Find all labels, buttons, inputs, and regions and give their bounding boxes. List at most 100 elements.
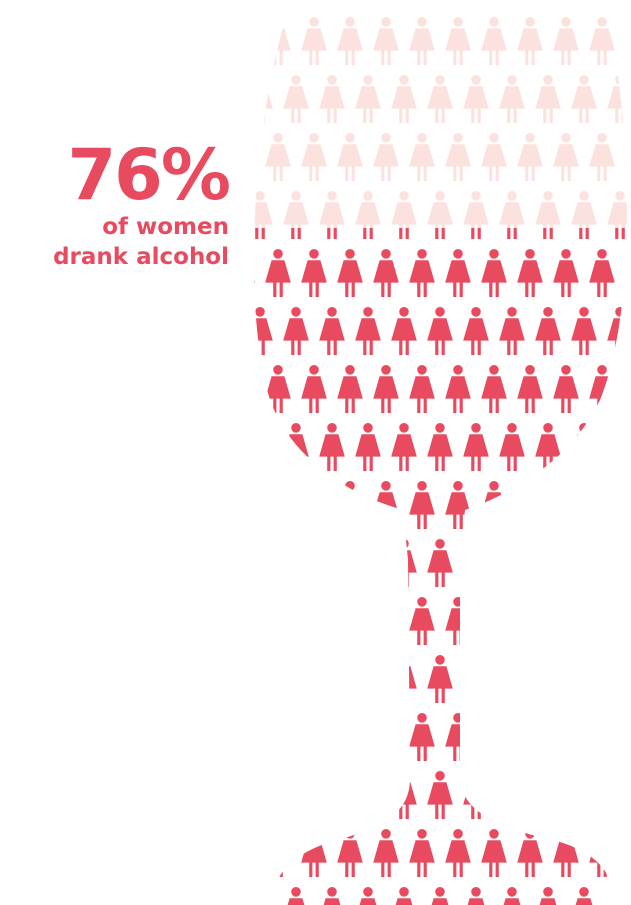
woman-figure-icon: [301, 365, 327, 413]
woman-figure-icon: [427, 75, 453, 123]
woman-figure-icon: [481, 713, 507, 761]
woman-figure-icon: [535, 887, 561, 905]
woman-figure-icon: [589, 249, 615, 297]
woman-figure-icon: [589, 829, 615, 877]
woman-figure-icon: [427, 539, 453, 587]
woman-figure-icon: [463, 771, 489, 819]
woman-figure-icon: [625, 597, 628, 645]
woman-figure-icon: [463, 75, 489, 123]
woman-figure-icon: [607, 423, 628, 471]
woman-figure-icon: [463, 307, 489, 355]
woman-figure-icon: [253, 771, 273, 819]
stat-caption-line-2: drank alcohol: [53, 244, 229, 270]
woman-figure-icon: [463, 655, 489, 703]
woman-figure-icon: [391, 655, 417, 703]
woman-figure-icon: [571, 191, 597, 228]
woman-figure-icon: [445, 133, 471, 181]
woman-figure-icon: [253, 423, 273, 471]
woman-figure-icon: [355, 307, 381, 355]
woman-figure-icon: [517, 829, 543, 877]
woman-figure-icon: [535, 655, 561, 703]
woman-figure-icon: [463, 539, 489, 587]
woman-figure-icon: [535, 655, 561, 703]
woman-figure-icon: [535, 423, 561, 471]
woman-figure-icon: [265, 365, 291, 413]
woman-figure-icon: [319, 75, 345, 123]
woman-figure-icon: [337, 249, 363, 297]
woman-figure-icon: [427, 423, 453, 471]
woman-figure-icon: [445, 713, 471, 761]
woman-figure-icon: [355, 655, 381, 703]
woman-figure-icon: [607, 655, 631, 703]
woman-figure-icon: [319, 771, 345, 819]
woman-figure-icon: [247, 887, 273, 905]
woman-figure-icon: [427, 307, 453, 355]
stat-caption-line-1: of women: [102, 214, 229, 240]
woman-figure-icon: [409, 713, 435, 761]
woman-figure-icon: [535, 771, 561, 819]
woman-figure-icon: [571, 887, 597, 905]
woman-figure-icon: [373, 713, 399, 761]
woman-figure-icon: [427, 655, 453, 703]
woman-figure-icon: [391, 771, 417, 819]
woman-figure-icon: [283, 771, 309, 819]
woman-figure-icon: [229, 829, 255, 877]
woman-figure-icon: [265, 17, 291, 65]
woman-figure-icon: [427, 191, 453, 228]
woman-figure-icon: [301, 481, 327, 529]
woman-figure-icon: [283, 771, 309, 819]
woman-figure-icon: [427, 887, 453, 905]
woman-figure-icon: [301, 597, 327, 645]
woman-figure-icon: [427, 771, 453, 819]
woman-figure-icon: [253, 887, 273, 905]
woman-figure-icon: [247, 423, 273, 471]
woman-figure-icon: [253, 307, 273, 355]
woman-figure-icon: [499, 191, 525, 228]
woman-figure-icon: [301, 249, 327, 297]
woman-figure-icon: [625, 481, 631, 529]
woman-figure-icon: [571, 771, 597, 819]
woman-figure-icon: [373, 713, 399, 761]
woman-figure-icon: [553, 713, 579, 761]
woman-figure-icon: [391, 75, 417, 123]
woman-figure-icon: [607, 887, 628, 905]
woman-figure-icon: [373, 133, 399, 181]
woman-figure-icon: [265, 481, 291, 529]
woman-figure-icon: [463, 539, 489, 587]
woman-figure-icon: [391, 191, 417, 228]
stat-percent: 76%: [67, 134, 231, 216]
woman-figure-icon: [625, 365, 631, 413]
woman-figure-icon: [265, 133, 291, 181]
woman-figure-icon: [499, 75, 525, 123]
woman-figure-icon: [265, 829, 291, 877]
woman-figure-icon: [253, 133, 255, 181]
woman-figure-icon: [283, 75, 309, 123]
woman-figure-icon: [319, 423, 345, 471]
woman-figure-icon: [553, 713, 579, 761]
woman-figure-icon: [589, 481, 615, 529]
woman-figure-icon: [283, 887, 309, 905]
woman-figure-icon: [607, 539, 631, 587]
woman-figure-icon: [445, 249, 471, 297]
woman-figure-icon: [517, 713, 543, 761]
woman-figure-icon: [265, 481, 291, 529]
woman-figure-icon: [229, 597, 255, 645]
woman-figure-icon: [409, 597, 435, 645]
woman-figure-icon: [373, 597, 399, 645]
woman-figure-icon: [409, 249, 435, 297]
woman-figure-icon: [625, 133, 628, 181]
woman-figure-icon: [553, 133, 579, 181]
woman-figure-icon: [355, 75, 381, 123]
woman-figure-icon: [553, 481, 579, 529]
woman-figure-icon: [517, 249, 543, 297]
woman-figure-icon: [625, 249, 628, 297]
woman-figure-icon: [229, 249, 255, 297]
woman-figure-icon: [373, 481, 399, 529]
woman-figure-icon: [625, 713, 631, 761]
woman-figure-icon: [337, 713, 363, 761]
woman-figure-icon: [571, 307, 597, 355]
woman-figure-icon: [499, 655, 525, 703]
woman-figure-icon: [265, 597, 291, 645]
woman-figure-icon: [535, 539, 561, 587]
woman-figure-icon: [607, 75, 628, 123]
